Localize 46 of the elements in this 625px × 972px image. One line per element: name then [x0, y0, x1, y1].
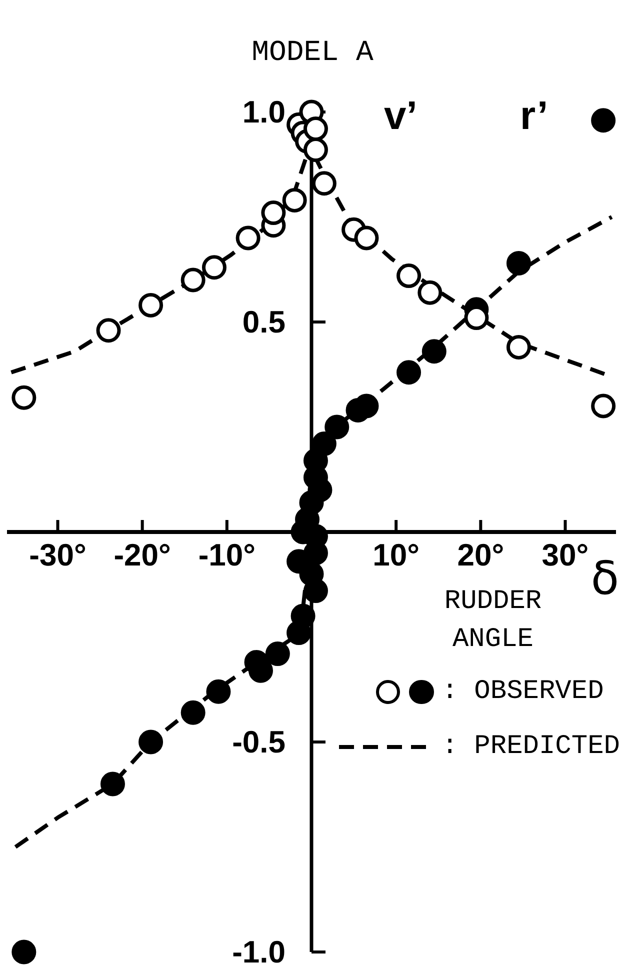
annotation: r’ — [520, 93, 548, 139]
point — [138, 730, 164, 754]
point — [236, 226, 260, 250]
point — [96, 318, 121, 343]
y-tick-label: 1.0 — [242, 94, 286, 130]
point — [180, 700, 206, 725]
x-tick-label: 20° — [457, 538, 504, 572]
x-tick-label: 30° — [542, 538, 589, 572]
point — [261, 200, 286, 226]
point — [12, 940, 36, 964]
y-tick-label: -0.5 — [232, 724, 286, 760]
point — [396, 264, 422, 288]
point — [12, 385, 36, 410]
point — [265, 642, 290, 666]
point — [312, 171, 336, 196]
point — [290, 604, 316, 628]
point — [396, 360, 422, 385]
point — [303, 138, 328, 162]
point — [100, 772, 125, 796]
point — [418, 280, 442, 305]
point — [282, 188, 307, 212]
point — [138, 292, 164, 318]
point — [591, 394, 616, 418]
x-tick-label: -30° — [29, 538, 86, 572]
point — [506, 250, 531, 276]
point — [324, 414, 350, 440]
point — [591, 108, 616, 133]
point — [506, 334, 531, 360]
y-tick-label: 0.5 — [242, 304, 286, 340]
x-axis-title: δ — [590, 551, 619, 605]
point — [303, 116, 328, 142]
annotation: v’ — [384, 93, 418, 139]
point — [354, 226, 379, 250]
point — [422, 339, 446, 364]
x-tick-label: -20° — [114, 538, 171, 572]
legend-label: : PREDICTED — [442, 731, 620, 764]
point — [180, 268, 206, 292]
y-tick-label: -1.0 — [232, 934, 286, 970]
point — [202, 255, 226, 280]
annotation: RUDDER ANGLE — [443, 586, 543, 657]
chart-title: MODEL A — [250, 36, 374, 70]
legend-label: : OBSERVED — [442, 676, 605, 709]
point — [312, 432, 336, 456]
x-tick-label: -10° — [198, 538, 256, 572]
x-tick-label: 10° — [372, 538, 420, 572]
point — [206, 679, 231, 704]
